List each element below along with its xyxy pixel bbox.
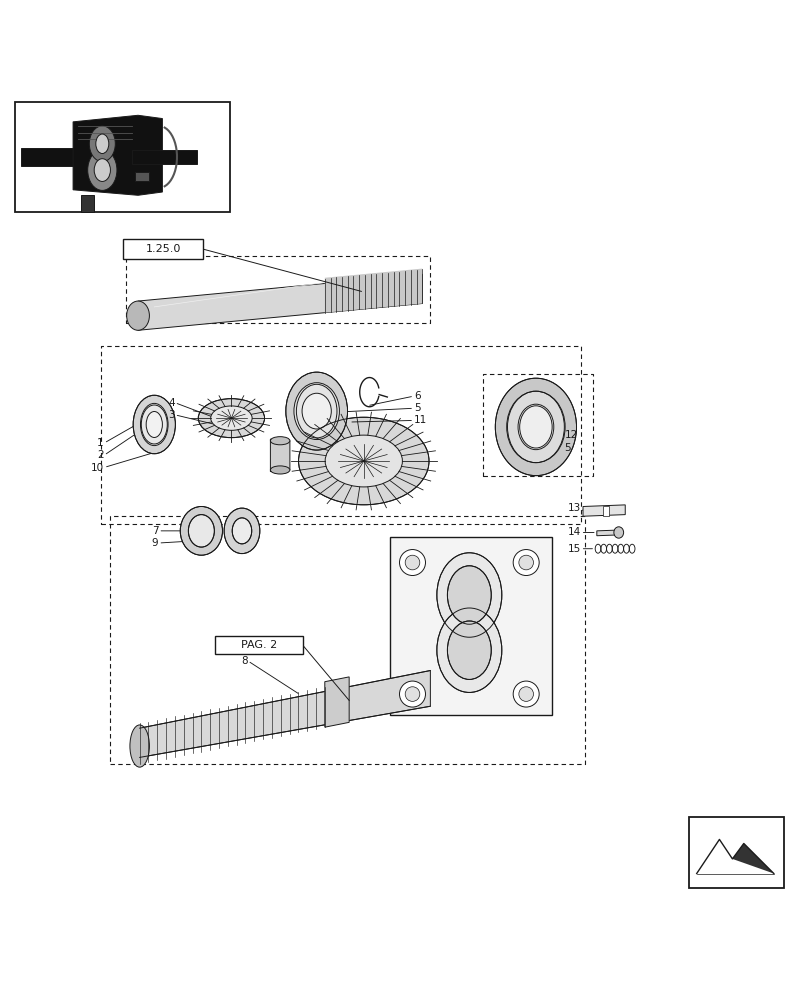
Ellipse shape — [298, 417, 428, 505]
Bar — [215, 636, 303, 654]
Ellipse shape — [294, 383, 339, 440]
Circle shape — [518, 687, 533, 701]
Text: 15: 15 — [567, 544, 580, 554]
Text: 7: 7 — [152, 526, 158, 536]
Ellipse shape — [140, 403, 168, 446]
Circle shape — [518, 555, 533, 570]
Circle shape — [399, 550, 425, 576]
Text: 1.25.0: 1.25.0 — [145, 244, 181, 254]
Bar — [123, 239, 203, 259]
Text: PAG. 2: PAG. 2 — [241, 640, 277, 650]
Polygon shape — [81, 195, 94, 212]
Ellipse shape — [302, 393, 331, 429]
Polygon shape — [21, 148, 84, 166]
Ellipse shape — [89, 126, 115, 162]
Ellipse shape — [210, 406, 251, 430]
Text: 3: 3 — [168, 410, 174, 420]
Ellipse shape — [198, 399, 264, 438]
Ellipse shape — [285, 372, 347, 450]
Text: 11: 11 — [414, 415, 427, 425]
Text: 8: 8 — [241, 656, 247, 666]
Circle shape — [513, 550, 539, 576]
Ellipse shape — [188, 515, 214, 547]
Circle shape — [405, 555, 419, 570]
Polygon shape — [324, 677, 349, 727]
Ellipse shape — [94, 159, 110, 181]
Text: 1: 1 — [97, 438, 104, 448]
Ellipse shape — [517, 404, 553, 450]
Ellipse shape — [613, 527, 623, 538]
Ellipse shape — [436, 608, 501, 692]
Ellipse shape — [96, 134, 109, 154]
Text: 5: 5 — [414, 403, 420, 413]
Ellipse shape — [130, 725, 149, 767]
Ellipse shape — [270, 437, 290, 445]
Ellipse shape — [232, 518, 251, 544]
Circle shape — [399, 681, 425, 707]
Text: 5: 5 — [564, 443, 570, 453]
Ellipse shape — [495, 378, 576, 476]
Text: 14: 14 — [567, 527, 580, 537]
Ellipse shape — [146, 412, 162, 437]
Ellipse shape — [127, 301, 149, 330]
Polygon shape — [132, 150, 197, 164]
Ellipse shape — [324, 435, 402, 487]
Polygon shape — [270, 439, 290, 472]
Text: 4: 4 — [168, 398, 174, 408]
Ellipse shape — [180, 506, 222, 555]
Text: 13: 13 — [567, 503, 580, 513]
Bar — [602, 506, 608, 516]
Text: 9: 9 — [152, 538, 158, 548]
Ellipse shape — [447, 566, 491, 624]
Ellipse shape — [88, 150, 117, 190]
Bar — [389, 537, 551, 715]
Ellipse shape — [506, 391, 564, 463]
Polygon shape — [582, 505, 624, 516]
Text: 6: 6 — [414, 391, 420, 401]
Polygon shape — [324, 269, 422, 313]
Text: 10: 10 — [91, 463, 104, 473]
Bar — [688, 817, 783, 888]
Polygon shape — [73, 115, 162, 195]
Ellipse shape — [224, 508, 260, 554]
Ellipse shape — [133, 395, 175, 454]
Circle shape — [405, 687, 419, 701]
Text: 2: 2 — [97, 450, 104, 460]
Ellipse shape — [270, 466, 290, 474]
Polygon shape — [596, 530, 618, 536]
Circle shape — [513, 681, 539, 707]
Ellipse shape — [436, 553, 501, 637]
Polygon shape — [139, 671, 430, 757]
Polygon shape — [135, 172, 148, 181]
Text: 12: 12 — [564, 430, 577, 440]
Polygon shape — [138, 274, 422, 330]
Bar — [15, 102, 230, 212]
Polygon shape — [732, 843, 773, 874]
Ellipse shape — [447, 621, 491, 679]
